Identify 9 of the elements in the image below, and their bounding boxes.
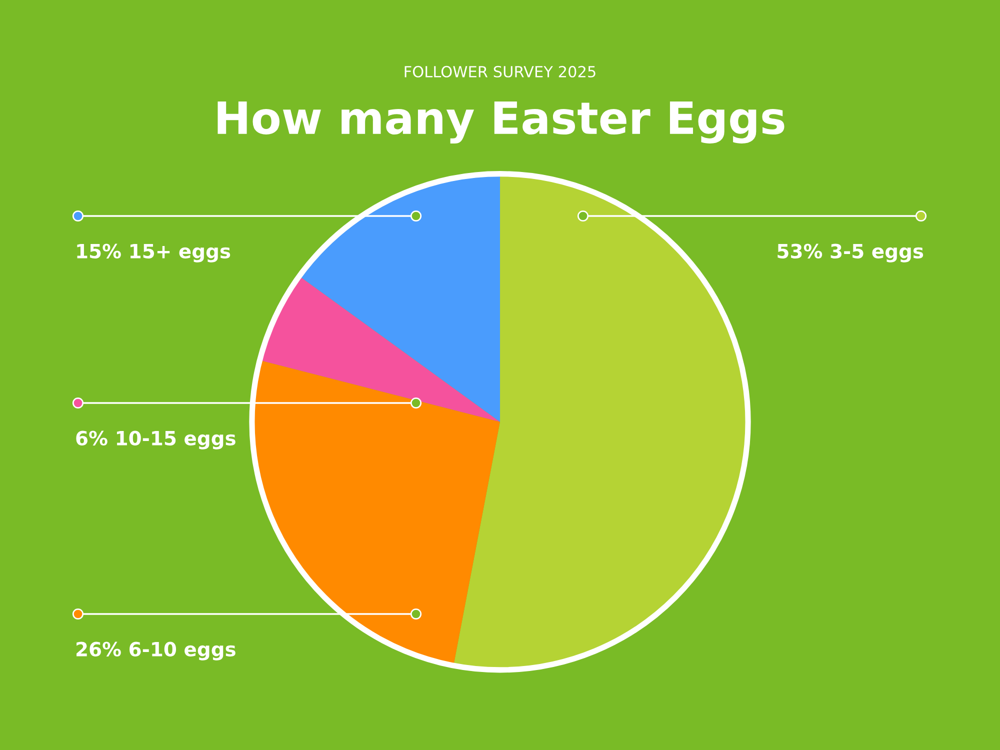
pie-slice (299, 174, 500, 422)
chart-title: How many Easter Eggs (218, 102, 784, 144)
legend-label: 15% 15+ eggs (77, 244, 230, 262)
legend-label: 53% 3-5 eggs (778, 244, 924, 262)
legend-label: 26% 6-10 eggs (76, 642, 236, 660)
pie-slice (454, 174, 748, 670)
legend-label: 6% 10-15 eggs (76, 430, 236, 450)
pie-slice (260, 276, 500, 422)
chart-subtitle: FOLLOWER SURVEY 2025 (404, 66, 596, 78)
